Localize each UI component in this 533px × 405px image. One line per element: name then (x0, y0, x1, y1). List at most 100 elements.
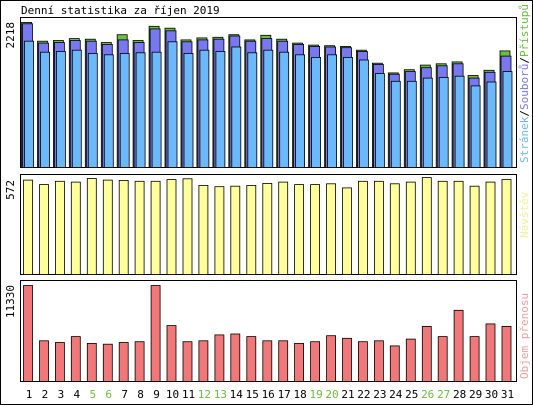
transfer-bar-objem-přenosu-day-19 (310, 341, 321, 382)
transfer-bar-objem-přenosu-day-2 (39, 340, 49, 382)
hits-bar-stránek-day-12 (199, 49, 210, 168)
x-tick-label-day-11: 11 (182, 388, 195, 401)
transfer-bar-objem-přenosu-day-9 (150, 285, 161, 382)
visits-panel: 572 Návštěv (4, 174, 531, 276)
visits-bar-návštěv-day-1 (23, 179, 33, 275)
visits-bar-návštěv-day-4 (70, 181, 81, 275)
visits-bar-návštěv-day-14 (230, 185, 241, 275)
hits-bar-stránek-day-27 (438, 77, 449, 168)
visits-bar-návštěv-day-22 (357, 180, 368, 275)
x-tick-label-day-19: 19 (309, 388, 322, 401)
visits-bar-návštěv-day-21 (342, 187, 352, 275)
transfer-bar-objem-přenosu-day-3 (55, 342, 65, 382)
hits-bar-stránek-day-8 (135, 52, 146, 168)
visits-bar-návštěv-day-17 (278, 181, 289, 275)
x-tick-label-day-17: 17 (278, 388, 291, 401)
visits-legend-part-0: Návštěv (518, 191, 531, 238)
visits-bar-návštěv-day-23 (373, 180, 384, 275)
x-tick-label-day-20: 20 (325, 388, 338, 401)
hits-bar-stránek-day-30 (486, 81, 497, 168)
transfer-bar-objem-přenosu-day-30 (485, 323, 496, 382)
hits-bar-stránek-day-7 (119, 53, 130, 168)
hits-bar-stránek-day-29 (470, 85, 481, 168)
transfer-bar-objem-přenosu-day-17 (278, 340, 289, 382)
visits-bar-návštěv-day-12 (198, 184, 209, 275)
x-tick-label-day-21: 21 (341, 388, 354, 401)
transfer-bar-objem-přenosu-day-13 (214, 334, 225, 382)
hits-bar-stránek-day-6 (103, 54, 114, 168)
x-axis-day-labels: 1 2 3 4 5 6 7 8 9 10 11 12 13 14 15 16 17 18 19 20 21 22 23 24 2… (26, 388, 514, 401)
visits-bar-návštěv-day-2 (39, 184, 49, 275)
transfer-panel: 11330 Objem přenosu (4, 280, 531, 382)
hits-bar-stránek-day-9 (151, 51, 162, 168)
chart-title: Denní statistika za říjen 2019 (21, 4, 220, 17)
visits-bar-návštěv-day-5 (86, 178, 97, 275)
transfer-bar-objem-přenosu-day-29 (469, 336, 480, 382)
hits-bar-stránek-day-23 (374, 73, 385, 168)
visits-bar-návštěv-day-29 (469, 185, 480, 275)
transfer-bars (23, 285, 512, 382)
transfer-bar-objem-přenosu-day-6 (102, 343, 113, 382)
transfer-bar-objem-přenosu-day-1 (23, 285, 33, 382)
visits-bar-návštěv-day-31 (501, 179, 512, 275)
transfer-bar-objem-přenosu-day-25 (405, 338, 416, 382)
hits-bar-stránek-day-5 (87, 53, 98, 168)
transfer-bar-objem-přenosu-day-5 (86, 342, 97, 382)
transfer-legend-part-0: Objem přenosu (518, 293, 531, 379)
hits-bar-stránek-day-4 (71, 49, 82, 168)
visits-bar-návštěv-day-8 (134, 180, 145, 275)
visits-bar-návštěv-day-25 (405, 181, 416, 275)
hits-bar-stránek-day-19 (311, 57, 322, 168)
hits-bar-stránek-day-10 (167, 41, 178, 168)
x-tick-label-day-10: 10 (166, 388, 179, 401)
hits-panel: 2218 Stránek/Souborů/Přístupů (4, 4, 531, 168)
hits-legend-part-2: Souborů (518, 64, 531, 110)
hits-bar-stránek-day-26 (422, 77, 433, 168)
x-tick-label-day-29: 29 (469, 388, 482, 401)
x-tick-label-day-18: 18 (293, 388, 306, 401)
x-tick-label-day-26: 26 (421, 388, 434, 401)
x-tick-label-day-15: 15 (246, 388, 259, 401)
hits-bar-stránek-day-3 (56, 51, 66, 168)
hits-bar-stránek-day-22 (358, 59, 369, 168)
hits-bar-stránek-day-15 (247, 52, 258, 168)
visits-bar-návštěv-day-27 (437, 180, 448, 275)
visits-bar-návštěv-day-26 (421, 177, 432, 275)
transfer-bar-objem-přenosu-day-8 (134, 341, 145, 382)
hits-legend-part-3: / (518, 57, 531, 64)
transfer-bar-objem-přenosu-day-10 (166, 325, 177, 382)
visits-bar-návštěv-day-20 (326, 183, 337, 276)
transfer-bar-objem-přenosu-day-18 (294, 342, 305, 382)
x-tick-label-day-7: 7 (121, 388, 128, 401)
x-tick-label-day-23: 23 (373, 388, 386, 401)
transfer-bar-objem-přenosu-day-27 (437, 336, 448, 382)
hits-y-tick-label: 2218 (4, 22, 17, 49)
x-tick-label-day-8: 8 (137, 388, 144, 401)
visits-bar-návštěv-day-3 (55, 180, 65, 275)
visits-bar-návštěv-day-15 (246, 184, 257, 275)
transfer-legend: Objem přenosu (518, 293, 531, 379)
visits-bar-návštěv-day-24 (389, 183, 400, 276)
hits-bar-stránek-day-31 (502, 71, 513, 168)
x-tick-label-day-13: 13 (214, 388, 227, 401)
x-tick-label-day-31: 31 (501, 388, 514, 401)
hits-bar-stránek-day-21 (343, 57, 353, 168)
x-tick-label-day-1: 1 (26, 388, 33, 401)
visits-bar-návštěv-day-16 (262, 182, 273, 275)
hits-bar-stránek-day-17 (279, 51, 290, 168)
hits-bar-stránek-day-24 (390, 80, 401, 168)
transfer-bar-objem-přenosu-day-11 (182, 341, 193, 382)
transfer-bar-objem-přenosu-day-31 (501, 325, 512, 382)
x-tick-label-day-30: 30 (485, 388, 498, 401)
visits-bar-návštěv-day-30 (485, 181, 496, 275)
hits-bar-stránek-day-25 (406, 80, 417, 168)
x-tick-label-day-4: 4 (73, 388, 80, 401)
transfer-bar-objem-přenosu-day-28 (453, 309, 464, 382)
hits-bar-stránek-day-16 (263, 49, 274, 168)
x-tick-label-day-9: 9 (153, 388, 160, 401)
hits-legend-part-1: / (518, 110, 531, 117)
hits-bar-stránek-day-14 (231, 46, 242, 168)
visits-bar-návštěv-day-6 (102, 179, 113, 275)
x-tick-label-day-27: 27 (437, 388, 450, 401)
